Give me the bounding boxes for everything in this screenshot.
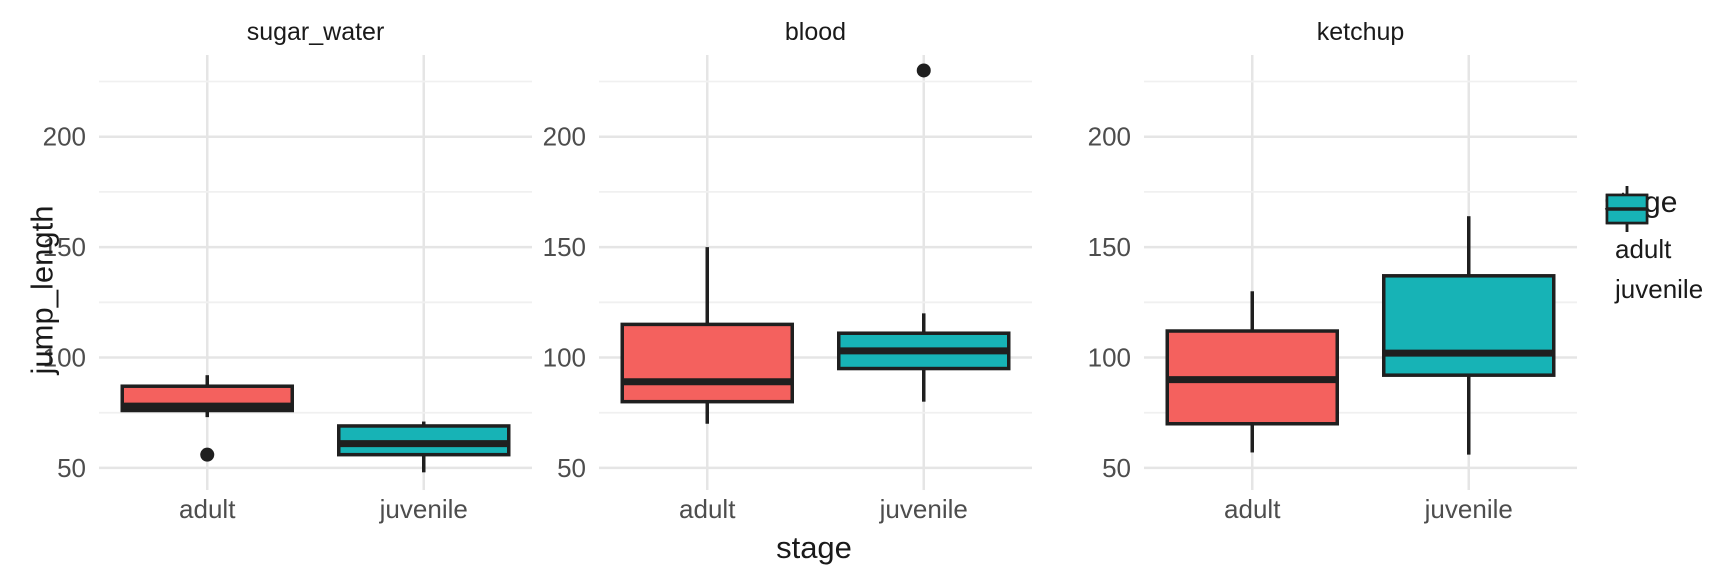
y-tick-label-50: 50: [1102, 453, 1131, 483]
legend-key-boxplot-icon: [1605, 186, 1649, 232]
y-tick-label-200: 200: [1088, 122, 1131, 152]
y-tick-label-100: 100: [1088, 343, 1131, 373]
y-tick-label-100: 100: [43, 343, 86, 373]
boxplot-box-ketchup-juvenile: [1382, 274, 1556, 377]
y-tick-label-50: 50: [557, 453, 586, 483]
facet-title-ketchup: ketchup: [1317, 18, 1405, 46]
boxplot-box-blood-adult: [620, 322, 794, 404]
y-axis-title: jump_length: [24, 205, 60, 375]
y-tick-label-100: 100: [543, 343, 586, 373]
facet-title-sugar_water: sugar_water: [247, 18, 385, 46]
y-tick-label-150: 150: [43, 232, 86, 262]
outlier-point-blood-juvenile-230: [916, 63, 931, 78]
outlier-point-sugar_water-adult-56: [200, 447, 215, 462]
x-tick-label-juvenile: juvenile: [379, 494, 468, 524]
x-tick-label-adult: adult: [679, 494, 736, 524]
x-tick-label-adult: adult: [179, 494, 236, 524]
y-tick-label-150: 150: [543, 232, 586, 262]
x-tick-label-adult: adult: [1224, 494, 1281, 524]
legend-item-adult: adult: [1604, 186, 1728, 265]
facet-title-blood: blood: [785, 18, 846, 46]
y-tick-label-50: 50: [57, 453, 86, 483]
y-tick-label-200: 200: [543, 122, 586, 152]
y-tick-label-200: 200: [43, 122, 86, 152]
legend-items: adult juvenile: [1604, 186, 1728, 305]
x-tick-label-juvenile: juvenile: [1424, 494, 1513, 524]
legend-label: adult: [1615, 234, 1672, 264]
x-axis-title: stage: [776, 530, 852, 565]
y-tick-label-150: 150: [1088, 232, 1131, 262]
legend-item-juvenile: juvenile: [1604, 186, 1728, 305]
x-tick-label-juvenile: juvenile: [879, 494, 968, 524]
legend-label: juvenile: [1615, 274, 1704, 304]
